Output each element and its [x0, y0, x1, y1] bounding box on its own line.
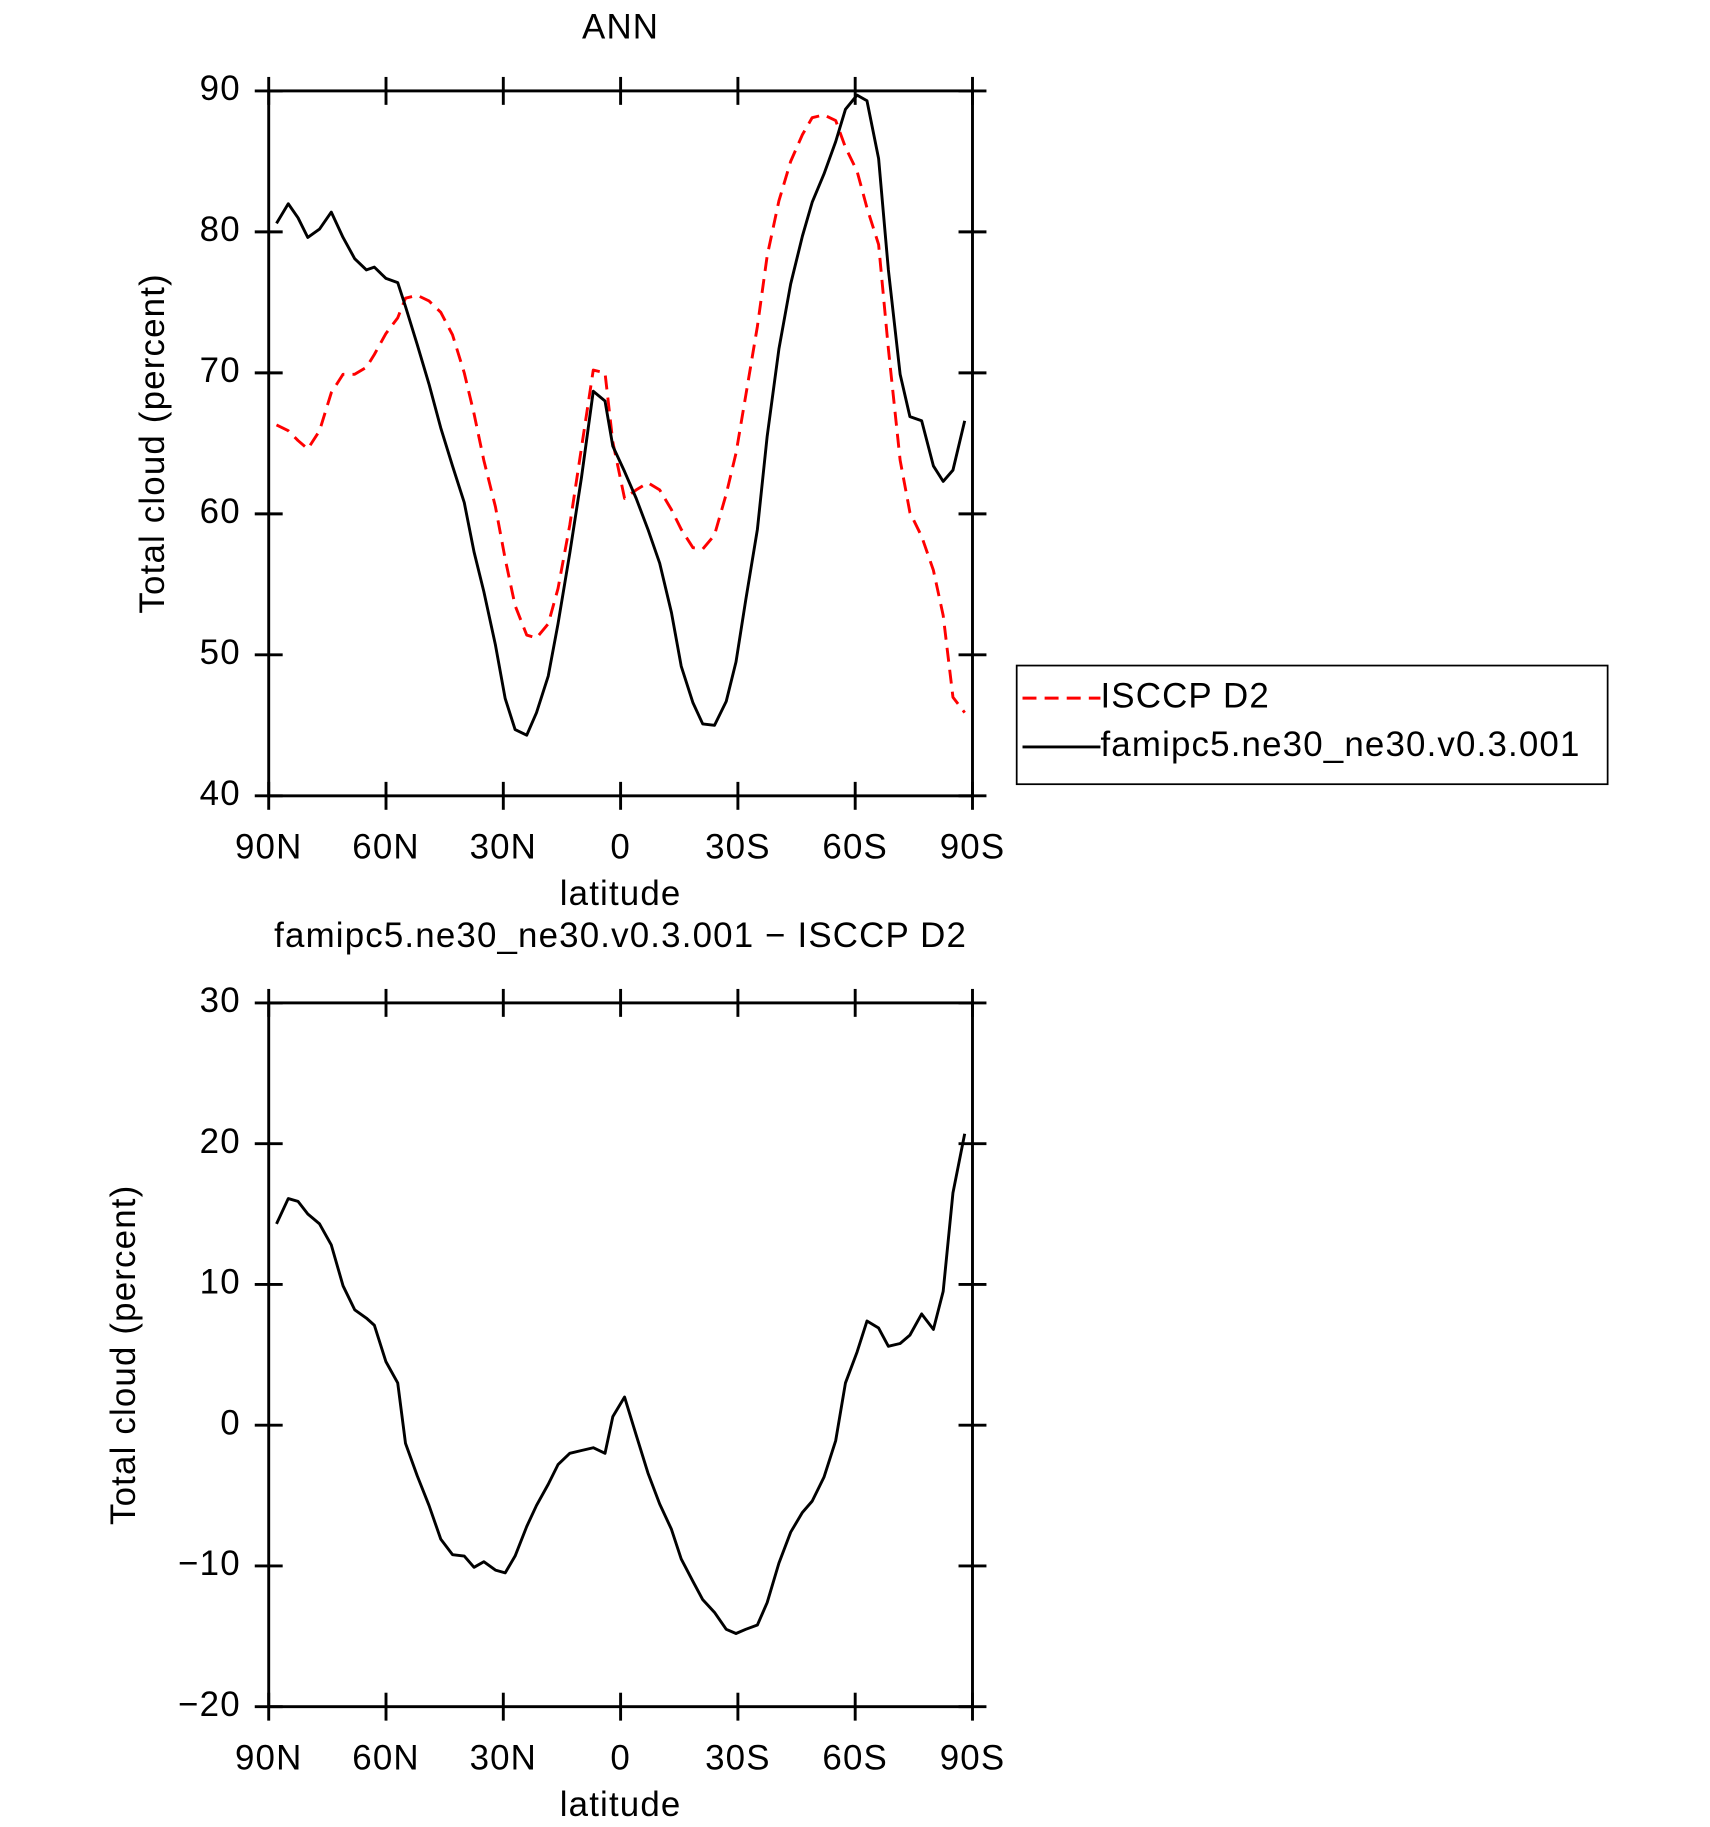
x-tick-label: 60N — [352, 1738, 419, 1777]
y-tick-label: 50 — [200, 633, 241, 672]
y-tick-label: 40 — [200, 774, 241, 813]
y-tick-label: 10 — [200, 1263, 241, 1302]
chart-title: famipc5.ne30_ne30.v0.3.001 − ISCCP D2 — [274, 916, 967, 955]
y-tick-label: −10 — [178, 1544, 241, 1583]
x-tick-label: 30N — [470, 828, 537, 867]
legend-label: famipc5.ne30_ne30.v0.3.001 — [1100, 725, 1580, 764]
x-tick-label: 60S — [822, 828, 888, 867]
data-line — [275, 93, 967, 737]
y-axis-label: Total cloud (percent) — [133, 273, 172, 613]
y-tick-label: 70 — [200, 351, 241, 390]
x-tick-label: 90N — [235, 828, 302, 867]
x-tick-label: 30N — [470, 1738, 537, 1777]
y-tick-label: 0 — [220, 1403, 241, 1442]
data-line — [275, 113, 966, 714]
x-axis-label: latitude — [560, 874, 682, 913]
y-tick-label: 80 — [200, 210, 241, 249]
legend-box — [1015, 664, 1609, 786]
x-tick-label: 90S — [940, 1738, 1006, 1777]
legend-label: ISCCP D2 — [1100, 676, 1270, 715]
plot-frame — [267, 89, 974, 798]
x-tick-label: 60N — [352, 828, 419, 867]
x-axis-label: latitude — [560, 1785, 682, 1822]
x-tick-label: 30S — [705, 828, 771, 867]
y-tick-label: 30 — [200, 981, 241, 1020]
y-tick-label: 90 — [200, 69, 241, 108]
y-tick-label: 60 — [200, 492, 241, 531]
x-tick-label: 60S — [822, 1738, 888, 1777]
x-tick-label: 90N — [235, 1738, 302, 1777]
y-tick-label: 20 — [200, 1122, 241, 1161]
plot-frame — [267, 1001, 974, 1709]
y-tick-label: −20 — [178, 1685, 241, 1724]
x-tick-label: 0 — [610, 828, 631, 867]
x-tick-label: 90S — [940, 828, 1006, 867]
y-axis-label: Total cloud (percent) — [104, 1185, 143, 1525]
data-line — [275, 1133, 967, 1635]
x-tick-label: 30S — [705, 1738, 771, 1777]
x-tick-label: 0 — [610, 1738, 631, 1777]
chart-title: ANN — [582, 7, 659, 46]
